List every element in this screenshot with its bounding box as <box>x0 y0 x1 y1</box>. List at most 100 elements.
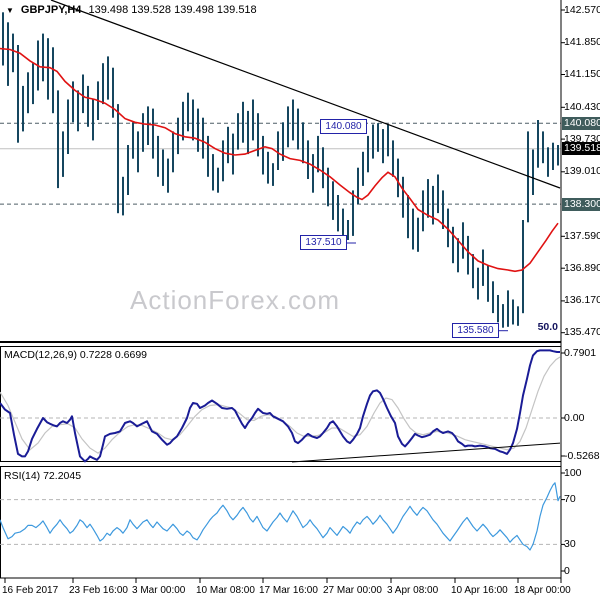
price-bar <box>237 113 239 150</box>
date-label: 3 Apr 08:00 <box>387 585 439 596</box>
date-label: 16 Feb 2017 <box>2 585 59 596</box>
price-bar <box>532 149 534 195</box>
price-bar <box>202 117 204 159</box>
rsi-axis-label: 30 <box>564 537 576 550</box>
price-bar <box>492 281 494 314</box>
chart-quotes: 139.498 139.528 139.498 139.518 <box>88 4 257 16</box>
scale-label-50: 50.0 <box>537 321 558 333</box>
price-bar <box>302 122 304 164</box>
price-bar <box>412 208 414 250</box>
price-bar <box>182 101 184 141</box>
price-bar <box>112 67 114 118</box>
rsi-label: RSI(14) 72.2045 <box>4 470 82 482</box>
price-bar <box>317 135 319 173</box>
price-bar <box>227 126 229 164</box>
price-bar <box>372 124 374 159</box>
price-bar <box>457 238 459 273</box>
price-object-label-140080[interactable]: 140.080 <box>320 118 367 134</box>
watermark: ActionForex.com <box>130 285 341 315</box>
macd-panel-border <box>0 346 562 462</box>
price-bar <box>447 208 449 248</box>
price-bar <box>337 195 339 232</box>
price-axis-label: 139.010 <box>564 165 600 178</box>
macd-axis-label: -0.5268 <box>564 449 600 462</box>
level-axis-label: 138.300 <box>562 197 600 211</box>
price-bar <box>347 220 349 240</box>
price-axis-label: 137.590 <box>564 229 600 242</box>
price-bar <box>442 190 444 229</box>
price-bar <box>222 140 224 182</box>
price-bar <box>552 142 554 170</box>
price-bar <box>142 113 144 152</box>
price-bar <box>247 110 249 155</box>
price-bar <box>382 129 384 164</box>
price-bar <box>207 135 209 177</box>
price-bar <box>427 179 429 218</box>
price-bar <box>542 131 544 164</box>
date-label: 10 Mar 08:00 <box>196 585 255 596</box>
price-bar <box>7 22 9 86</box>
price-bar <box>217 167 219 193</box>
chart-dropdown-icon[interactable]: ▼ <box>6 5 14 15</box>
price-object-label-135580[interactable]: 135.580 <box>452 323 499 339</box>
price-bar <box>282 122 284 161</box>
price-bar <box>167 158 169 193</box>
price-bar <box>527 131 529 223</box>
macd-axis-label: 0.00 <box>564 411 585 424</box>
price-axis-label: 139.730 <box>564 132 600 145</box>
macd-label: MACD(12,26,9) 0.7228 0.6699 <box>4 349 148 361</box>
price-bar <box>402 176 404 218</box>
price-bar <box>67 99 69 154</box>
price-bar <box>177 117 179 155</box>
price-bar <box>22 85 24 132</box>
price-bar <box>242 101 244 143</box>
price-bar <box>342 208 344 239</box>
current-price-axis-label: 139.518 <box>562 142 600 156</box>
price-bar <box>287 106 289 148</box>
price-axis-label: 135.470 <box>564 326 600 339</box>
rsi-panel-border <box>0 466 562 579</box>
price-axis-label: 136.890 <box>564 261 600 274</box>
level-axis-label: 140.080 <box>562 116 600 130</box>
price-axis-label: 142.570 <box>564 3 600 16</box>
price-bar <box>487 265 489 302</box>
macd-main-line <box>0 349 560 463</box>
price-bar <box>2 12 4 66</box>
price-bar <box>32 63 34 105</box>
price-bar <box>462 222 464 259</box>
price-bar <box>362 151 364 186</box>
date-label: 23 Feb 16:00 <box>69 585 128 596</box>
price-bar <box>27 72 29 114</box>
rsi-axis-label: 0 <box>564 564 570 577</box>
rsi-axis-label: 70 <box>564 493 576 506</box>
price-bar <box>452 226 454 264</box>
price-bar <box>92 99 94 141</box>
price-axis-label: 136.170 <box>564 294 600 307</box>
price-bar <box>312 154 314 193</box>
price-bar <box>162 149 164 186</box>
price-bar <box>132 122 134 159</box>
price-bar <box>157 135 159 177</box>
price-bar <box>502 304 504 328</box>
chart-title-bar: ▼ GBPJPY,H4 139.498 139.528 139.498 139.… <box>6 4 257 16</box>
macd-axis-label: 0.7901 <box>564 346 597 359</box>
price-bar <box>267 151 269 184</box>
price-bar <box>107 56 109 100</box>
price-bar <box>297 108 299 150</box>
date-label: 17 Mar 16:00 <box>259 585 318 596</box>
price-bar <box>52 47 54 114</box>
price-bar <box>377 123 379 152</box>
price-bar <box>547 147 549 177</box>
price-bar <box>197 108 199 152</box>
price-bar <box>77 90 79 132</box>
price-bar <box>122 176 124 216</box>
price-object-label-137510[interactable]: 137.510 <box>300 235 347 251</box>
price-bar <box>387 124 389 157</box>
price-bar <box>512 299 514 325</box>
price-bar <box>292 99 294 141</box>
ma-line <box>0 47 559 273</box>
trendline <box>50 0 561 189</box>
price-bar <box>537 120 539 168</box>
